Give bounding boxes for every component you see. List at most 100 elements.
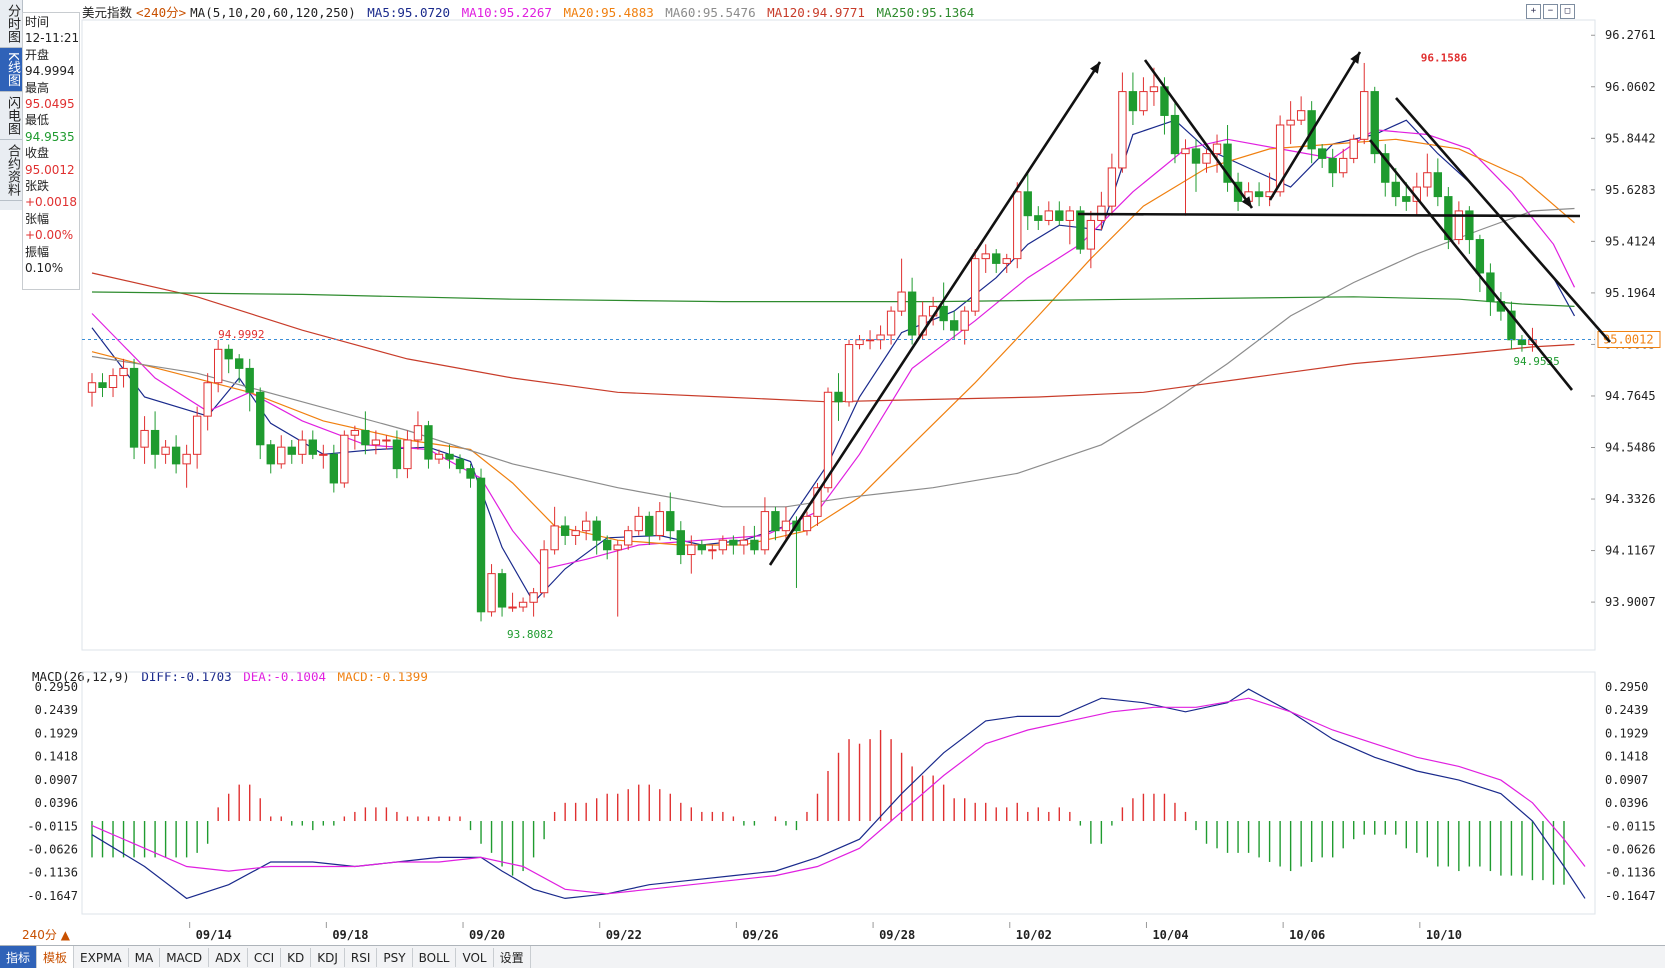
change-value: +0.0018: [25, 195, 78, 210]
high-label: 最高: [25, 80, 50, 95]
candle: [834, 373, 843, 421]
trendline-up-2: [1268, 51, 1362, 201]
candle-body: [455, 458, 465, 470]
candle: [718, 535, 728, 555]
macd-tick-label-right: 0.0907: [1605, 773, 1648, 787]
macd-tick-label-right: 0.2439: [1605, 703, 1648, 717]
macd-tick-label-left: 0.1929: [35, 726, 78, 740]
toolbar-item-7[interactable]: KD: [281, 948, 312, 967]
candle-body: [1076, 210, 1085, 250]
candle-body: [834, 391, 843, 403]
low-label: 最低: [25, 113, 50, 128]
period-button[interactable]: 240分 ▲: [22, 928, 70, 942]
toolbar-item-5[interactable]: ADX: [209, 948, 248, 967]
candle-body: [235, 358, 244, 369]
left-high-annotation: 94.9992: [218, 328, 264, 341]
candle-body: [581, 520, 591, 532]
toolbar-item-12[interactable]: VOL: [456, 948, 494, 967]
candle-body: [1465, 210, 1474, 241]
price-tick-label: 94.3326: [1605, 492, 1656, 506]
toolbar-item-0[interactable]: 指标: [0, 946, 38, 968]
trendline-down-1: [1143, 59, 1254, 209]
close-value: 95.0012: [25, 162, 75, 177]
toolbar-item-13[interactable]: 设置: [494, 946, 531, 968]
quote-panel: 时间 12-11:21 开盘 94.9994 最高 95.0495 最低 94.…: [22, 12, 80, 290]
candle-body: [308, 439, 317, 455]
candle-body: [319, 453, 328, 456]
candle-body: [1339, 157, 1348, 174]
tab-timeshare[interactable]: 分时图: [0, 0, 22, 48]
toolbar-item-8[interactable]: KDJ: [311, 948, 345, 967]
toolbar-item-10[interactable]: PSY: [377, 948, 413, 967]
candle: [1349, 134, 1358, 164]
candle: [518, 597, 528, 612]
time-value: 12-11:21: [25, 31, 80, 46]
candle-body: [1317, 148, 1327, 159]
candle: [403, 430, 412, 479]
candle: [613, 540, 622, 617]
candle-body: [203, 382, 212, 417]
candle-body: [1475, 239, 1485, 274]
price-tick-label: 95.1964: [1605, 286, 1656, 300]
candle-body: [129, 367, 139, 448]
candle-body: [1433, 172, 1443, 198]
macd-tick-label-left: 0.1418: [35, 750, 78, 764]
toolbar-item-9[interactable]: RSI: [345, 948, 378, 967]
toolbar-item-6[interactable]: CCI: [248, 948, 282, 967]
chart-canvas[interactable]: 96.2761 96.0602 95.8442 95.6283 95.4124 95.19…: [0, 0, 1665, 945]
toolbar-item-3[interactable]: MA: [129, 948, 161, 967]
trendline-up-2-arrow: [1350, 52, 1360, 64]
candle-body: [424, 425, 433, 460]
candle: [1402, 182, 1411, 211]
candle-body: [119, 367, 128, 377]
macd-tick-label-left: 0.0907: [35, 773, 78, 787]
date-tick-label: 09/14: [196, 928, 232, 942]
candle-body: [571, 530, 580, 536]
toolbar-item-1[interactable]: 模板: [37, 946, 75, 968]
date-tick-label: 10/04: [1152, 928, 1188, 942]
open-value: 94.9994: [25, 64, 75, 79]
tab-kline[interactable]: K线图: [0, 48, 22, 92]
candle-body: [1013, 191, 1022, 260]
date-tick-label: 10/06: [1289, 928, 1325, 942]
candle: [1475, 234, 1485, 293]
zoom-out-icon[interactable]: −: [1543, 4, 1558, 19]
candle-body: [298, 439, 307, 455]
candle: [560, 516, 570, 545]
date-tick-label: 09/28: [879, 928, 915, 942]
tab-flash[interactable]: 闪电图: [0, 92, 22, 140]
candle-body: [1149, 86, 1159, 93]
candle-body: [687, 544, 696, 556]
candle: [1339, 148, 1348, 178]
candle-body: [497, 573, 507, 608]
date-tick-label: 09/18: [332, 928, 368, 942]
candle: [455, 454, 465, 474]
candle-body: [666, 511, 675, 532]
ma250-value: MA250:95.1364: [876, 5, 975, 20]
candle: [781, 506, 791, 541]
toolbar-item-11[interactable]: BOLL: [413, 948, 457, 967]
candle-body: [697, 544, 707, 551]
candle-body: [781, 520, 791, 532]
candle: [350, 425, 360, 450]
toolbar-item-4[interactable]: MACD: [160, 948, 210, 967]
candle: [245, 358, 254, 412]
ma10-value: MA10:95.2267: [461, 5, 552, 20]
candle: [886, 306, 896, 345]
price-tick-label: 96.2761: [1605, 28, 1656, 42]
candle-body: [350, 429, 360, 436]
period-label[interactable]: <240分>: [136, 5, 187, 20]
last-low-annotation: 94.9535: [1513, 355, 1559, 368]
candle-body: [140, 429, 149, 448]
candle-body: [476, 477, 486, 613]
zoom-in-icon[interactable]: +: [1526, 4, 1541, 19]
candle-body: [98, 382, 107, 388]
tab-contract-info[interactable]: 合约资料: [0, 140, 22, 201]
expand-icon[interactable]: □: [1560, 4, 1575, 19]
candle: [434, 449, 444, 464]
candle: [213, 339, 223, 393]
candle-body: [844, 344, 854, 403]
change-label: 张跌: [25, 179, 50, 194]
candle-body: [592, 520, 601, 541]
toolbar-item-2[interactable]: EXPMA: [74, 948, 129, 967]
